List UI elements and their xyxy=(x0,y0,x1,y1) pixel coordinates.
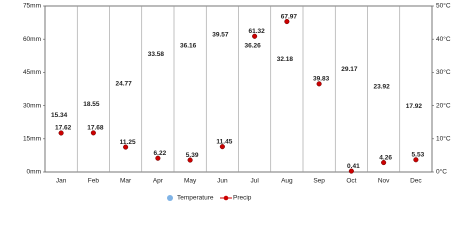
data-label: 67.97 xyxy=(281,13,298,20)
precip-point xyxy=(413,157,419,163)
data-label: 29.17 xyxy=(341,66,358,73)
precip-point xyxy=(284,19,290,25)
data-label: 4.26 xyxy=(379,154,392,161)
data-label: 32.18 xyxy=(277,56,294,63)
x-tick-label: Jan xyxy=(56,178,67,185)
x-tick-label: May xyxy=(184,178,197,185)
y-tick-label: 75mm xyxy=(23,3,41,10)
x-tick-label: Feb xyxy=(88,178,100,185)
data-label: 39.57 xyxy=(212,31,229,38)
data-label: 11.25 xyxy=(120,139,136,146)
y2-tick-label: 10°C xyxy=(436,135,451,143)
precip-point xyxy=(90,130,96,136)
chart: 0mm 15mm 30mm 45mm 60mm 75mm 0°C 10°C 20°C 30°C 40… xyxy=(23,2,451,202)
y-tick-label: 15mm xyxy=(23,136,41,143)
y2-tick-label: 40°C xyxy=(436,35,451,43)
legend-label: Temperature xyxy=(177,195,214,202)
x-tick-label: Jun xyxy=(217,178,228,185)
data-label: 39.83 xyxy=(313,76,330,83)
precip-point xyxy=(58,130,64,136)
data-label: 6.22 xyxy=(154,150,167,157)
x-tick-label: Aug xyxy=(281,178,293,185)
x-tick-label: Oct xyxy=(346,178,356,185)
y2-tick-label: 30°C xyxy=(436,68,451,76)
y-tick-label: 30mm xyxy=(23,102,41,109)
precip-point xyxy=(123,144,129,150)
data-label: 23.92 xyxy=(373,83,390,90)
data-label: 61.32 xyxy=(248,28,265,35)
data-label: 17.92 xyxy=(406,103,423,110)
data-label: 36.26 xyxy=(244,42,261,49)
data-label: 24.77 xyxy=(115,80,132,87)
x-tick-label: Sep xyxy=(313,178,325,185)
y2-tick-label: 20°C xyxy=(436,101,451,109)
data-label: 33.58 xyxy=(148,51,165,58)
legend-label: Precip xyxy=(233,195,252,202)
data-label: 5.53 xyxy=(412,151,425,158)
y2-tick-label: 50°C xyxy=(436,2,451,10)
precip-point xyxy=(252,33,258,39)
precip-point xyxy=(187,157,193,163)
data-label: 36.16 xyxy=(180,43,197,50)
data-label: 17.68 xyxy=(87,125,104,132)
x-tick-label: Apr xyxy=(153,178,164,185)
precip-point xyxy=(381,160,387,166)
y-tick-label: 60mm xyxy=(23,36,41,43)
data-label: 17.62 xyxy=(55,125,72,132)
x-tick-label: Mar xyxy=(120,178,132,185)
legend-swatch xyxy=(223,195,229,201)
data-label: 11.45 xyxy=(216,138,232,145)
y-tick-label: 45mm xyxy=(23,69,41,76)
precip-point xyxy=(348,168,354,174)
x-tick-label: Dec xyxy=(410,178,422,185)
precip-point xyxy=(155,155,161,161)
y2-tick-label: 0°C xyxy=(436,168,447,176)
data-label: 18.55 xyxy=(83,101,100,108)
x-tick-label: Jul xyxy=(250,178,259,185)
legend-swatch xyxy=(167,195,173,201)
y-tick-label: 0mm xyxy=(27,169,41,176)
x-tick-label: Nov xyxy=(378,178,390,185)
data-label: 5.39 xyxy=(186,152,199,159)
precip-point xyxy=(219,144,225,150)
data-label: 0.41 xyxy=(347,163,360,170)
precip-point xyxy=(316,81,322,87)
data-label: 15.34 xyxy=(51,112,68,119)
